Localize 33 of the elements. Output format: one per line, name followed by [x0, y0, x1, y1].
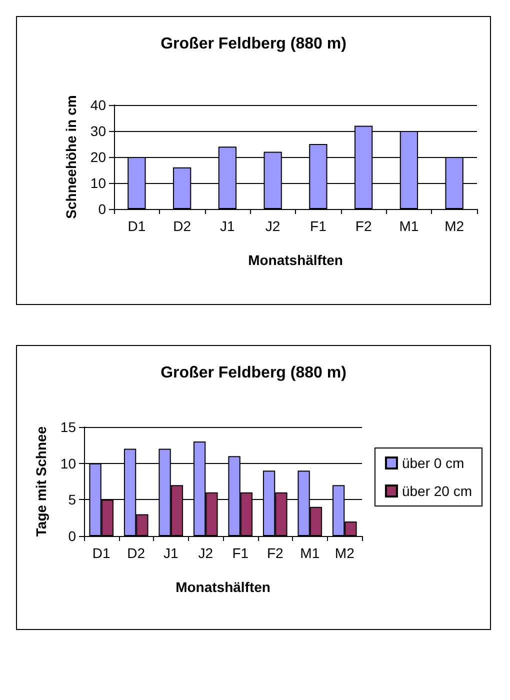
x-tick-label: F1 [310, 218, 327, 234]
x-tick-label: M1 [399, 218, 419, 234]
y-tick-label: 5 [68, 492, 76, 508]
y-tick-label: 0 [68, 528, 76, 544]
y-tick-label: 15 [60, 419, 76, 435]
y-tick-label: 10 [60, 455, 76, 472]
x-tick-label: M2 [444, 218, 464, 234]
y-tick-label: 30 [90, 123, 106, 139]
chart-title: Großer Feldberg (880 m) [160, 364, 346, 382]
x-tick-label: F1 [232, 545, 249, 561]
x-tick-label: D2 [173, 218, 192, 234]
x-tick-label: J1 [220, 218, 236, 234]
x-tick-label: M2 [334, 545, 355, 561]
legend-label: über 0 cm [402, 455, 464, 471]
x-tick-label: F2 [266, 545, 284, 561]
y-axis-title: Tage mit Schnee [33, 426, 49, 537]
x-tick-label: M1 [300, 545, 320, 561]
x-axis-title: Monatshälften [176, 579, 270, 595]
x-tick-label: J1 [163, 545, 178, 561]
x-tick-label: F2 [355, 218, 372, 234]
y-tick-label: 10 [90, 175, 106, 191]
y-tick-label: 20 [90, 149, 106, 165]
x-axis-title: Monatshälften [248, 252, 343, 268]
y-axis-title: Schneehöhe in cm [63, 95, 79, 219]
chart-title: Großer Feldberg (880 m) [160, 36, 346, 52]
x-tick-label: D2 [127, 545, 146, 561]
x-tick-label: J2 [198, 545, 214, 561]
legend-label: über 20 cm [402, 483, 472, 499]
y-tick-label: 40 [90, 97, 106, 113]
x-tick-label: D1 [128, 218, 146, 234]
x-tick-label: J2 [265, 218, 280, 234]
x-tick-label: D1 [92, 545, 111, 561]
y-tick-label: 0 [98, 201, 106, 217]
